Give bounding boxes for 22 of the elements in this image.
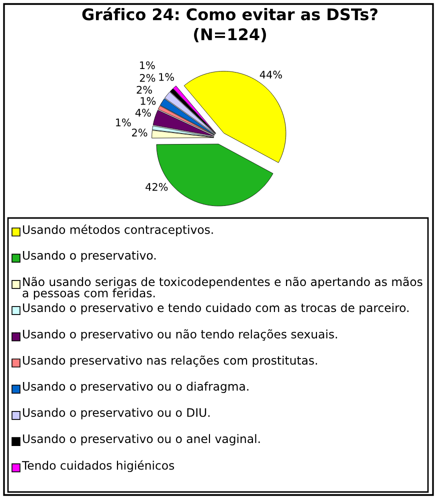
legend-label: Usando métodos contraceptivos.	[23, 224, 213, 236]
legend-label: Usando o preservativo ou o anel vaginal.	[23, 434, 260, 446]
data-label: 42%	[146, 182, 168, 191]
data-label: 1%	[140, 97, 156, 105]
data-label: 1%	[116, 118, 131, 126]
legend-label: Usando preservativo nas relações com prostitutas.	[23, 356, 317, 367]
data-label: 44%	[260, 70, 282, 79]
data-label: 2%	[136, 86, 152, 94]
legend-label: Usando o preservativo ou o diafragma.	[23, 382, 248, 393]
data-label: 4%	[135, 108, 151, 117]
legend-label: Usando o preservativo ou o DIU.	[23, 408, 210, 420]
legend-label: Usando o preservativo ou não tendo relações sexuais.	[23, 329, 337, 341]
data-label: 2%	[132, 128, 148, 137]
legend-label: Usando o preservativo.	[23, 250, 156, 262]
legend-label: Não usando serigas de toxicodependentes e não apertando as mãos a pessoas com feridas.	[22, 276, 422, 300]
legend-label: Usando o preservativo e tendo cuidado com as trocas de parceiro.	[23, 303, 408, 314]
data-label: 1%	[159, 73, 174, 81]
data-label: 1%	[140, 61, 155, 70]
legend-label: Tendo cuidados higiénicos	[22, 460, 174, 472]
chart-subtitle: (N=124)	[194, 28, 266, 42]
chart-title: Gráfico 24: Como evitar as DSTs?	[82, 7, 378, 20]
data-label: 2%	[140, 74, 156, 82]
